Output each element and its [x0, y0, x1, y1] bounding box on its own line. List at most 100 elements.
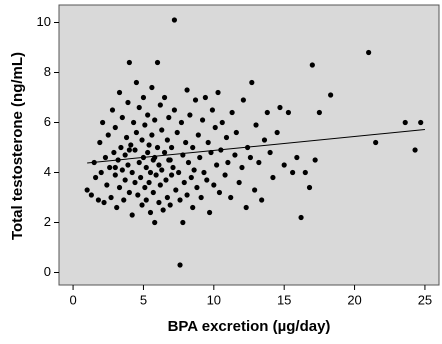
- point: [229, 109, 235, 116]
- point: [236, 179, 242, 186]
- point: [142, 122, 148, 128]
- point: [123, 134, 130, 141]
- point: [212, 124, 218, 131]
- point: [243, 204, 249, 211]
- point: [156, 199, 162, 206]
- point: [101, 199, 107, 206]
- point: [223, 134, 230, 141]
- point: [274, 129, 280, 136]
- point: [302, 169, 308, 176]
- point: [122, 152, 128, 158]
- point: [112, 124, 118, 131]
- point: [206, 209, 213, 216]
- point: [190, 144, 196, 151]
- point: [228, 194, 234, 201]
- point: [253, 122, 259, 128]
- x-tick-label: 20: [347, 292, 361, 307]
- point: [180, 219, 186, 226]
- x-tick-label: 5: [140, 292, 147, 307]
- point: [130, 119, 137, 126]
- y-tick-label: 8: [44, 64, 51, 79]
- point: [139, 202, 145, 208]
- point: [190, 204, 196, 211]
- point: [118, 144, 124, 151]
- point: [88, 192, 94, 198]
- point: [145, 112, 151, 118]
- point: [225, 159, 231, 166]
- point: [222, 172, 228, 178]
- point: [161, 149, 168, 156]
- point: [191, 167, 197, 173]
- point: [160, 207, 166, 213]
- point: [140, 94, 147, 101]
- point: [143, 164, 149, 171]
- point: [201, 169, 207, 176]
- point: [154, 59, 161, 66]
- point: [100, 119, 106, 126]
- point: [249, 79, 255, 86]
- point: [168, 172, 175, 178]
- point: [215, 89, 221, 96]
- point: [185, 159, 192, 166]
- point: [125, 162, 131, 168]
- point: [171, 107, 178, 113]
- point: [171, 17, 178, 23]
- point: [285, 109, 292, 116]
- point: [261, 137, 268, 143]
- x-tick-label: 0: [69, 292, 76, 307]
- point: [150, 189, 156, 196]
- point: [418, 119, 424, 126]
- point: [163, 177, 169, 183]
- point: [328, 92, 334, 98]
- point: [290, 169, 296, 176]
- point: [157, 182, 163, 188]
- point: [252, 187, 258, 193]
- point: [126, 59, 132, 66]
- point: [164, 194, 170, 201]
- point: [138, 174, 144, 181]
- point: [247, 154, 254, 161]
- point: [122, 177, 128, 183]
- point: [199, 117, 206, 123]
- point: [166, 114, 172, 121]
- point: [143, 197, 149, 203]
- point: [294, 154, 300, 161]
- point: [168, 144, 175, 151]
- point: [219, 119, 225, 126]
- point: [152, 117, 158, 123]
- point: [102, 154, 109, 161]
- point: [277, 104, 283, 111]
- point: [214, 162, 220, 168]
- point: [114, 204, 120, 211]
- point: [95, 197, 102, 203]
- point: [412, 147, 418, 153]
- point: [153, 172, 159, 178]
- point: [195, 132, 201, 138]
- point: [133, 129, 140, 136]
- point: [104, 182, 110, 188]
- point: [177, 197, 183, 203]
- point: [167, 202, 173, 208]
- point: [97, 139, 103, 146]
- point: [129, 212, 135, 218]
- x-tick-label: 15: [277, 292, 291, 307]
- point: [209, 107, 216, 113]
- point: [145, 149, 151, 156]
- point: [270, 174, 276, 181]
- point: [146, 179, 152, 186]
- point: [373, 139, 379, 146]
- point: [159, 167, 165, 173]
- point: [125, 99, 131, 106]
- point: [366, 49, 372, 56]
- point: [98, 169, 104, 176]
- point: [132, 179, 138, 186]
- point: [240, 97, 246, 103]
- point: [164, 137, 170, 143]
- x-tick-label: 10: [207, 292, 221, 307]
- point: [184, 87, 190, 93]
- point: [205, 139, 211, 146]
- point: [192, 97, 199, 103]
- point: [402, 119, 408, 126]
